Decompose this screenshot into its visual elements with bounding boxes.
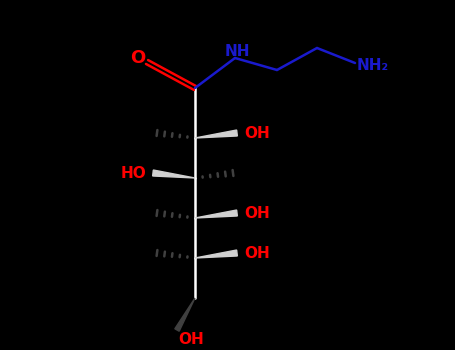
Polygon shape [195, 210, 238, 218]
Polygon shape [195, 250, 238, 258]
Polygon shape [175, 298, 195, 331]
Text: OH: OH [244, 245, 270, 260]
Polygon shape [195, 130, 238, 138]
Text: NH: NH [224, 44, 250, 60]
Text: HO: HO [120, 166, 146, 181]
Text: OH: OH [244, 205, 270, 220]
Text: OH: OH [178, 332, 204, 348]
Text: OH: OH [244, 126, 270, 140]
Polygon shape [152, 170, 195, 178]
Text: NH₂: NH₂ [357, 57, 389, 72]
Text: O: O [131, 49, 146, 67]
